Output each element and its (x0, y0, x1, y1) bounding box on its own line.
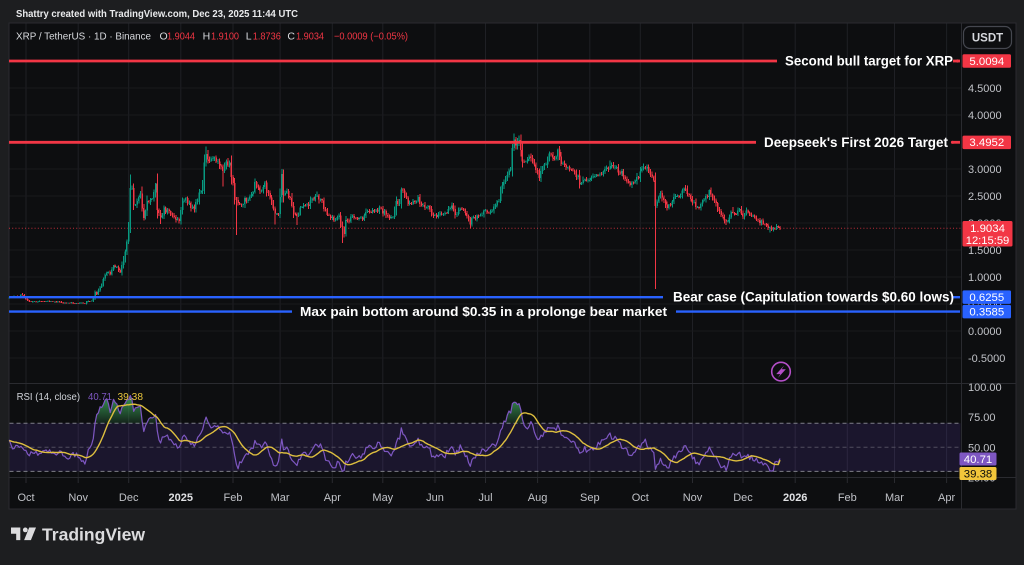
svg-text:3.0000: 3.0000 (968, 164, 1002, 176)
svg-text:Max pain bottom around $0.35 i: Max pain bottom around $0.35 in a prolon… (300, 304, 668, 319)
svg-text:Feb: Feb (838, 492, 857, 504)
svg-text:0.3585: 0.3585 (969, 306, 1004, 318)
svg-text:RSI (14, close): RSI (14, close) (17, 392, 81, 403)
svg-text:Nov: Nov (683, 492, 703, 504)
svg-text:Aug: Aug (528, 492, 548, 504)
svg-text:0.6255: 0.6255 (969, 292, 1004, 304)
svg-text:Deepseek's First 2026 Target: Deepseek's First 2026 Target (764, 135, 948, 150)
svg-text:May: May (372, 492, 393, 504)
svg-text:Feb: Feb (224, 492, 243, 504)
svg-text:1.9034: 1.9034 (296, 32, 324, 43)
svg-text:Dec: Dec (119, 492, 139, 504)
svg-text:Apr: Apr (938, 492, 955, 504)
svg-text:2025: 2025 (169, 492, 193, 504)
svg-text:39.38: 39.38 (964, 468, 993, 480)
svg-text:3.4952: 3.4952 (969, 137, 1004, 149)
svg-text:Sep: Sep (580, 492, 600, 504)
svg-text:Shattry created with TradingVi: Shattry created with TradingView.com, De… (16, 9, 299, 20)
svg-text:Mar: Mar (271, 492, 290, 504)
svg-text:2026: 2026 (783, 492, 807, 504)
svg-text:Nov: Nov (68, 492, 88, 504)
svg-text:Second bull target for XRP: Second bull target for XRP (785, 54, 953, 69)
svg-text:USDT: USDT (972, 33, 1003, 45)
svg-text:TradingView: TradingView (42, 525, 145, 545)
svg-text:Bear case (Capitulation toward: Bear case (Capitulation towards $0.60 lo… (673, 290, 954, 305)
svg-text:100.00: 100.00 (968, 382, 1002, 394)
svg-text:2.5000: 2.5000 (968, 191, 1002, 203)
svg-text:Apr: Apr (324, 492, 341, 504)
svg-text:5.0094: 5.0094 (969, 56, 1004, 68)
svg-text:Dec: Dec (733, 492, 753, 504)
svg-text:39.38: 39.38 (118, 392, 144, 403)
svg-text:40.71: 40.71 (964, 454, 993, 466)
svg-text:Jun: Jun (426, 492, 444, 504)
svg-text:0.0000: 0.0000 (968, 326, 1002, 338)
svg-text:Mar: Mar (885, 492, 904, 504)
svg-text:H: H (203, 31, 211, 43)
svg-text:4.5000: 4.5000 (968, 83, 1002, 95)
svg-text:Oct: Oct (17, 492, 34, 504)
svg-text:1.9100: 1.9100 (211, 32, 239, 43)
svg-text:1.9034: 1.9034 (970, 223, 1005, 235)
svg-text:12:15:59: 12:15:59 (966, 235, 1010, 247)
svg-text:1.8736: 1.8736 (253, 32, 281, 43)
svg-text:50.00: 50.00 (968, 442, 996, 454)
svg-text:40.71: 40.71 (88, 392, 112, 403)
svg-text:L: L (246, 31, 252, 43)
svg-text:-0.5000: -0.5000 (968, 353, 1005, 365)
svg-text:1.0000: 1.0000 (968, 272, 1002, 284)
svg-text:1.5000: 1.5000 (968, 245, 1002, 257)
svg-text:1.9044: 1.9044 (167, 32, 195, 43)
svg-text:−0.0009 (−0.05%): −0.0009 (−0.05%) (334, 32, 408, 43)
svg-text:Oct: Oct (632, 492, 649, 504)
svg-text:O: O (160, 31, 168, 43)
svg-text:4.0000: 4.0000 (968, 110, 1002, 122)
svg-text:75.00: 75.00 (968, 412, 996, 424)
svg-text:XRP / TetherUS · 1D · Binance: XRP / TetherUS · 1D · Binance (16, 31, 151, 43)
svg-text:Jul: Jul (478, 492, 492, 504)
svg-text:C: C (287, 31, 295, 43)
